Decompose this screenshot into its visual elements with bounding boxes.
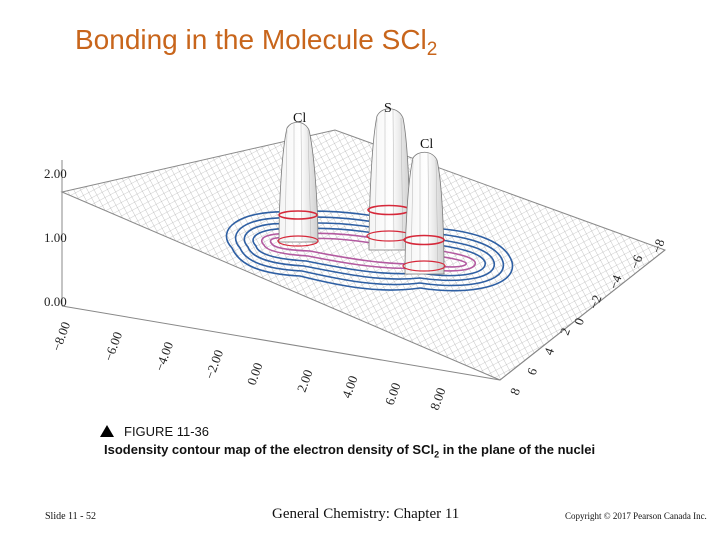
caption-text-before: Isodensity contour map of the electron d… <box>104 442 435 457</box>
right-tick-label: 8 <box>507 386 523 397</box>
front-tick-label: 8.00 <box>427 386 449 413</box>
right-tick-label: −4 <box>606 272 625 291</box>
base-plane <box>60 129 667 381</box>
right-axis-labels: 8 6 4 2 0 −2 −4 −6 −8 <box>507 237 668 397</box>
footer-slide-number: Slide 11 - 52 <box>45 511 97 522</box>
front-tick-label: −8.00 <box>49 320 73 353</box>
right-tick-label: −2 <box>586 293 605 311</box>
caption-subscript: 2 <box>434 449 440 460</box>
cut-ring-left <box>278 210 318 220</box>
right-tick-label: −6 <box>627 252 646 271</box>
footer-course: General Chemistry: Chapter 11 <box>272 506 460 522</box>
caption-text-after: in the plane of the nuclei <box>439 442 596 457</box>
front-tick-label: 0.00 <box>244 361 266 388</box>
z-tick-label: 0.00 <box>44 294 67 309</box>
figure-caption-label: FIGURE 11-36 <box>100 424 640 439</box>
atom-label-cl-right: Cl <box>420 137 433 152</box>
base-right-edge <box>499 249 666 381</box>
title-subscript: 2 <box>426 39 438 60</box>
right-tick-label: −8 <box>649 237 668 255</box>
atom-label-cl-left: Cl <box>293 111 306 126</box>
z-tick-label: 2.00 <box>44 166 67 181</box>
right-tick-label: 2 <box>557 326 573 337</box>
front-tick-label: 4.00 <box>339 374 361 401</box>
front-axis-labels: −8.00 −6.00 −4.00 −2.00 0.00 2.00 4.00 6… <box>49 320 449 412</box>
front-tick-label: 6.00 <box>382 381 404 408</box>
z-tick-label: 1.00 <box>44 230 67 245</box>
title-text: Bonding in the Molecule SCl <box>75 24 427 55</box>
right-tick-label: 4 <box>541 345 557 357</box>
slide-title: Bonding in the Molecule SCl2 <box>75 24 437 61</box>
peak-cl-left <box>277 121 319 247</box>
right-tick-label: 6 <box>524 365 540 377</box>
front-tick-label: 2.00 <box>294 368 316 395</box>
figure-number: FIGURE 11-36 <box>124 424 210 439</box>
right-tick-label: 0 <box>571 316 587 327</box>
peak-s-center <box>366 108 412 251</box>
front-tick-label: −4.00 <box>152 340 176 373</box>
base-front-edge <box>61 305 501 381</box>
atom-label-s: S <box>384 101 392 116</box>
front-tick-label: −2.00 <box>202 348 226 381</box>
peak-cl-right <box>402 151 446 275</box>
isodensity-surface-plot: Cl S Cl 2.00 1.00 0.00 −8.00 −6.00 −4.00… <box>44 101 668 412</box>
front-tick-label: −6.00 <box>101 330 125 363</box>
triangle-icon <box>100 425 114 437</box>
cut-ring-right <box>403 234 445 246</box>
footer-copyright: Copyright © 2017 Pearson Canada Inc. <box>565 511 707 521</box>
figure-caption-text: Isodensity contour map of the electron d… <box>104 442 664 460</box>
